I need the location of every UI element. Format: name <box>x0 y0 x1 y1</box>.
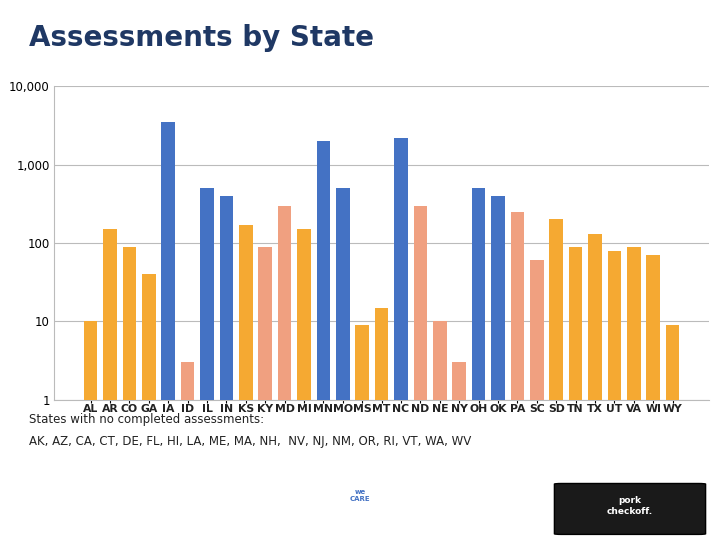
Bar <box>472 188 485 540</box>
Bar <box>122 247 136 540</box>
Bar <box>666 325 680 540</box>
Bar <box>395 138 408 540</box>
Text: DOING WHAT'S RIGHT.: DOING WHAT'S RIGHT. <box>302 511 418 522</box>
Text: pork
checkoff.: pork checkoff. <box>607 496 653 516</box>
Bar <box>549 219 563 540</box>
Bar <box>103 229 117 540</box>
Bar <box>569 247 582 540</box>
Bar <box>297 229 311 540</box>
Bar <box>142 274 156 540</box>
Bar <box>317 141 330 540</box>
Text: we
CARE: we CARE <box>350 489 370 502</box>
Bar <box>608 251 621 540</box>
Bar <box>588 234 602 540</box>
FancyBboxPatch shape <box>554 483 706 535</box>
Bar <box>433 321 446 540</box>
Bar <box>84 321 97 540</box>
Bar <box>375 307 388 540</box>
Bar <box>161 122 175 540</box>
Bar <box>258 247 272 540</box>
Bar <box>220 196 233 540</box>
Text: States with no completed assessments:: States with no completed assessments: <box>29 413 264 426</box>
Bar <box>336 188 350 540</box>
Bar <box>278 206 292 540</box>
Bar <box>491 196 505 540</box>
Circle shape <box>295 490 425 501</box>
Bar <box>627 247 641 540</box>
Bar <box>530 260 544 540</box>
Text: Assessments by State: Assessments by State <box>29 24 374 52</box>
Bar <box>413 206 427 540</box>
Bar <box>181 362 194 540</box>
Bar <box>239 225 253 540</box>
Bar <box>647 255 660 540</box>
Bar <box>510 212 524 540</box>
Text: AK, AZ, CA, CT, DE, FL, HI, LA, ME, MA, NH,  NV, NJ, NM, OR, RI, VT, WA, WV: AK, AZ, CA, CT, DE, FL, HI, LA, ME, MA, … <box>29 435 471 448</box>
Bar <box>356 325 369 540</box>
Bar <box>200 188 214 540</box>
Bar <box>452 362 466 540</box>
